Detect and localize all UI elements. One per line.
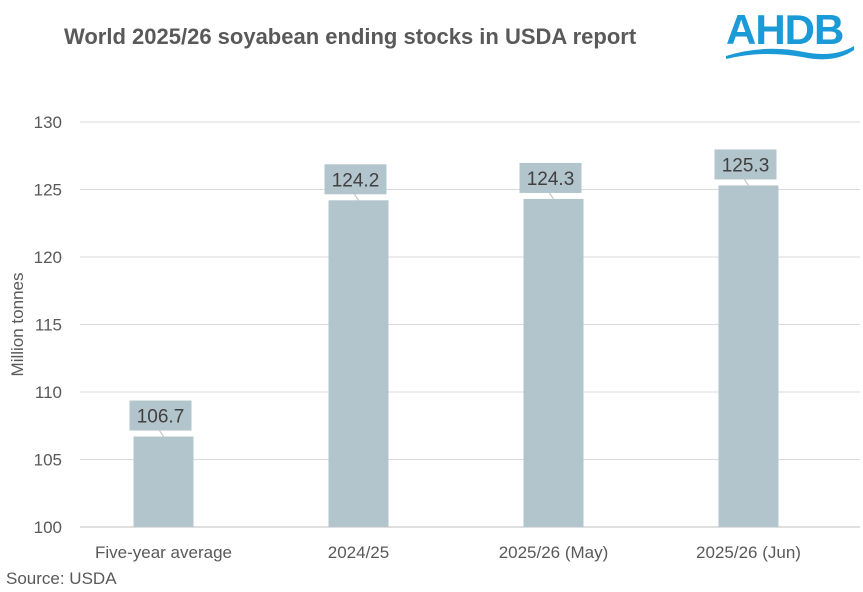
- leader-line: [354, 194, 359, 201]
- bar: [133, 436, 194, 527]
- chart-title: World 2025/26 soyabean ending stocks in …: [64, 24, 637, 49]
- y-tick-label: 100: [34, 518, 62, 537]
- y-tick-label: 125: [34, 181, 62, 200]
- data-label-box: [129, 400, 192, 431]
- svg-text:AHDB: AHDB: [726, 6, 843, 53]
- data-label-box: [714, 149, 777, 180]
- bar: [718, 185, 779, 527]
- bar: [523, 198, 584, 527]
- source-note: Source: USDA: [6, 569, 117, 588]
- y-tick-label: 110: [35, 383, 62, 402]
- leader-line: [744, 179, 749, 186]
- x-tick-label: 2025/26 (May): [499, 543, 609, 562]
- data-label: 125.3: [722, 155, 770, 176]
- data-label-box: [519, 162, 582, 193]
- x-tick-label: 2024/25: [328, 543, 389, 562]
- data-label: 124.3: [527, 169, 575, 190]
- x-tick-label: 2025/26 (Jun): [696, 543, 801, 562]
- y-tick-label: 130: [34, 113, 62, 132]
- x-tick-label: Five-year average: [95, 543, 232, 562]
- leader-line: [159, 430, 164, 437]
- y-tick-label: 105: [34, 451, 62, 470]
- data-label: 124.2: [332, 170, 380, 191]
- data-label: 106.7: [137, 407, 185, 428]
- y-tick-label: 115: [35, 316, 62, 335]
- y-axis-label: Million tonnes: [8, 273, 27, 377]
- leader-line: [549, 192, 554, 200]
- data-label-box: [324, 164, 387, 195]
- y-tick-label: 120: [34, 248, 62, 267]
- bar: [328, 200, 389, 528]
- ahdb-logo: AHDB: [726, 6, 854, 60]
